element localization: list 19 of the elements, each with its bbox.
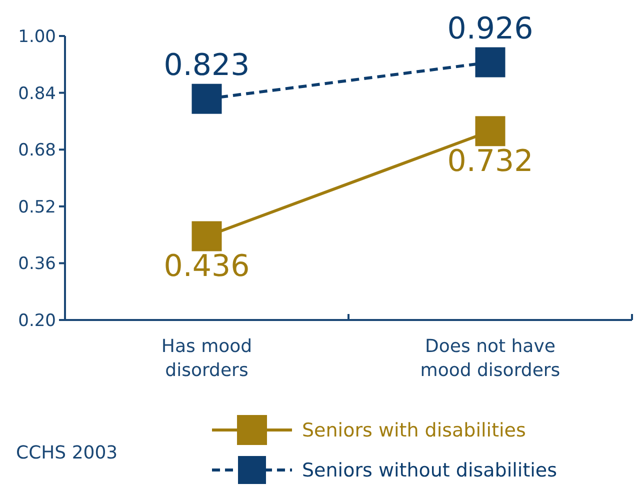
data-label: 0.926 bbox=[447, 11, 534, 46]
data-label: 0.732 bbox=[447, 144, 534, 180]
y-tick-label: 0.36 bbox=[18, 254, 56, 274]
data-label: 0.823 bbox=[164, 48, 250, 83]
point bbox=[475, 116, 506, 146]
point bbox=[192, 84, 222, 114]
y-tick-label: 0.68 bbox=[18, 140, 56, 161]
point bbox=[475, 47, 506, 78]
y-tick-label: 0.84 bbox=[18, 84, 56, 104]
y-tick-label: 0.20 bbox=[18, 310, 56, 331]
point bbox=[192, 221, 222, 252]
data-label: 0.436 bbox=[164, 249, 250, 284]
x-tick-label: Has mood disorders bbox=[161, 336, 252, 381]
text: CCHS 2003 bbox=[16, 442, 118, 464]
legend-label: Seniors with disabilities bbox=[302, 420, 526, 442]
y-tick-label: 1.00 bbox=[18, 26, 56, 47]
x-tick-label: Does not have mood disorders bbox=[420, 336, 560, 381]
legend-label: Seniors without disabilities bbox=[302, 460, 558, 482]
y-tick-label: 0.52 bbox=[18, 197, 56, 218]
